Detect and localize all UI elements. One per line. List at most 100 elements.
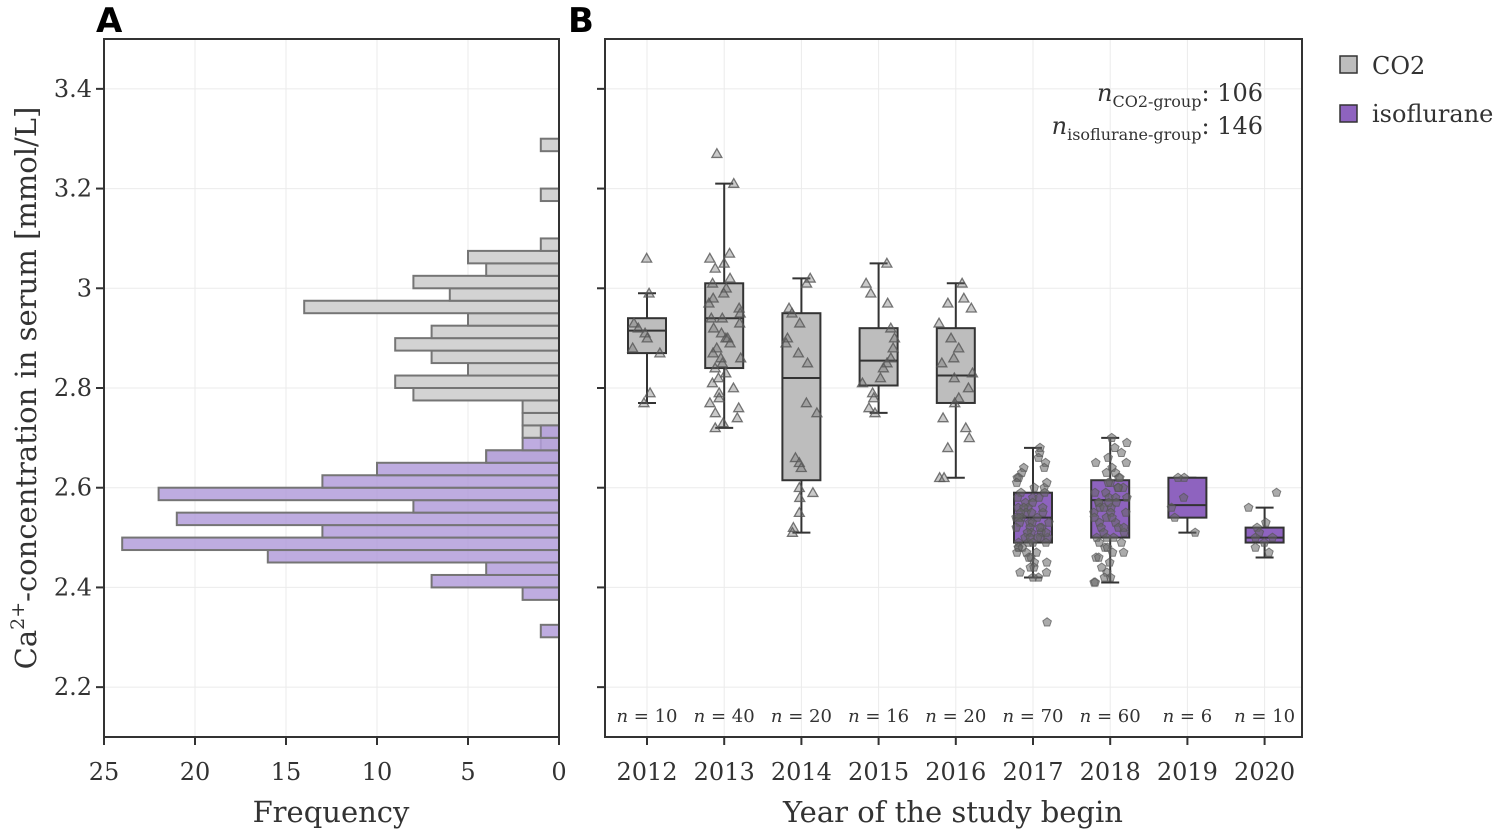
sample-size-n: n: [848, 706, 860, 727]
data-point-co2: [966, 366, 979, 378]
x-tick-label-b: 2013: [694, 758, 755, 786]
data-point-isoflurane: [1102, 542, 1113, 552]
data-point-co2: [719, 366, 732, 378]
data-point-co2: [944, 331, 958, 343]
data-point-co2: [867, 391, 880, 403]
data-point-co2: [856, 376, 869, 388]
data-point-isoflurane: [1015, 567, 1025, 577]
sample-size-label: n = 10: [616, 706, 677, 727]
data-point-co2: [810, 406, 823, 418]
x-tick-label-b: 2019: [1157, 758, 1218, 786]
data-point-co2: [727, 177, 740, 188]
data-point-isoflurane: [1122, 437, 1132, 447]
sample-size-value: = 60: [1091, 706, 1140, 727]
data-point-isoflurane: [1166, 502, 1177, 512]
sample-size-value: = 10: [1246, 706, 1295, 727]
x-tick-label-b: 2020: [1234, 758, 1295, 786]
data-point-co2: [941, 296, 954, 308]
legend-swatch-isoflurane: [1339, 104, 1358, 123]
data-point-co2: [709, 262, 722, 273]
legend-label-isoflurane: isoflurane: [1372, 100, 1493, 128]
data-point-co2: [801, 356, 814, 368]
boxplot-2020: [1244, 506, 1285, 559]
data-point-isoflurane: [1012, 547, 1022, 557]
histogram-bar-isoflurane: [157, 486, 560, 502]
y-tick-label: 2.6: [54, 474, 92, 502]
data-point-isoflurane: [1042, 617, 1052, 627]
data-point-isoflurane: [1178, 492, 1189, 502]
data-point-co2: [868, 406, 882, 418]
data-point-co2: [706, 346, 720, 358]
data-point-co2: [793, 506, 806, 518]
data-point-co2: [874, 371, 887, 383]
data-point-co2: [627, 316, 641, 328]
histogram-bar-co2: [303, 299, 561, 315]
data-point-co2: [792, 346, 805, 358]
sample-size-label: n = 20: [925, 706, 986, 727]
data-point-co2: [714, 351, 727, 363]
data-point-isoflurane: [1103, 497, 1114, 507]
x-tick-label-a: 0: [551, 758, 566, 786]
boxplot-panel: 2012 2013 2014 2015 2016 2017 2018 2019 2020 n =…: [568, 1, 1303, 829]
data-point-co2: [707, 291, 720, 303]
data-point-isoflurane: [1023, 552, 1034, 562]
data-point-isoflurane: [1090, 487, 1100, 497]
data-point-co2: [709, 421, 722, 433]
data-point-isoflurane: [1031, 547, 1042, 557]
data-point-isoflurane: [1106, 432, 1117, 442]
histogram-bar-co2: [394, 374, 561, 389]
data-point-co2: [637, 396, 651, 408]
histogram-bar-isoflurane: [321, 474, 560, 489]
sample-size-label: n = 70: [1002, 706, 1063, 727]
histogram-bar-isoflurane: [485, 561, 561, 576]
data-point-isoflurane: [1041, 537, 1051, 547]
data-point-co2: [881, 296, 894, 308]
data-point-co2: [717, 286, 730, 298]
data-point-co2: [864, 286, 877, 298]
data-point-co2: [800, 276, 813, 288]
annotation-co2-n: n: [1097, 79, 1112, 107]
sample-size-value: = 20: [937, 706, 986, 727]
y-tick-label: 2.8: [54, 374, 92, 402]
histogram-bar-isoflurane: [175, 511, 561, 527]
annotation-co2-count: nCO2-group: 106: [1097, 79, 1263, 111]
data-point-co2: [786, 526, 799, 537]
sample-size-label: n = 60: [1080, 706, 1141, 727]
data-point-co2: [712, 371, 725, 383]
histogram-bar-co2: [430, 324, 561, 340]
histogram-bar-isoflurane: [539, 424, 560, 439]
data-point-isoflurane: [1173, 472, 1183, 482]
data-point-isoflurane: [1104, 557, 1115, 567]
legend-swatch-co2: [1339, 55, 1358, 74]
data-point-isoflurane: [1118, 522, 1129, 532]
annotation-iso-n: n: [1052, 112, 1067, 140]
histogram-bar-isoflurane: [430, 573, 561, 589]
data-point-co2: [653, 346, 667, 358]
legend-label-co2: CO2: [1372, 52, 1425, 80]
histogram-bar-co2: [448, 287, 560, 302]
data-point-isoflurane: [1039, 487, 1050, 497]
data-point-isoflurane: [1190, 527, 1200, 537]
histogram-bar-co2: [467, 312, 560, 327]
y-tick-label: 3.2: [54, 175, 92, 203]
data-point-isoflurane: [1025, 562, 1036, 572]
data-point-isoflurane: [1029, 482, 1040, 492]
histogram-bar-isoflurane: [121, 536, 560, 552]
data-point-co2: [965, 301, 978, 313]
histogram-bar-isoflurane: [521, 586, 560, 601]
data-point-co2: [717, 416, 730, 428]
data-point-co2: [888, 331, 901, 343]
data-point-co2: [806, 486, 820, 498]
data-point-isoflurane: [1271, 487, 1282, 497]
sample-size-n: n: [1234, 706, 1246, 727]
histogram-bar-co2: [430, 349, 561, 365]
data-point-isoflurane: [1091, 532, 1102, 542]
sample-size-n: n: [694, 706, 706, 727]
data-point-co2: [932, 316, 946, 328]
histogram-bar-co2: [521, 411, 560, 427]
data-point-co2: [734, 306, 747, 318]
data-point-co2: [793, 481, 806, 493]
data-point-isoflurane: [1096, 562, 1107, 572]
histogram-bar-co2: [412, 387, 560, 402]
data-point-co2: [937, 471, 951, 483]
